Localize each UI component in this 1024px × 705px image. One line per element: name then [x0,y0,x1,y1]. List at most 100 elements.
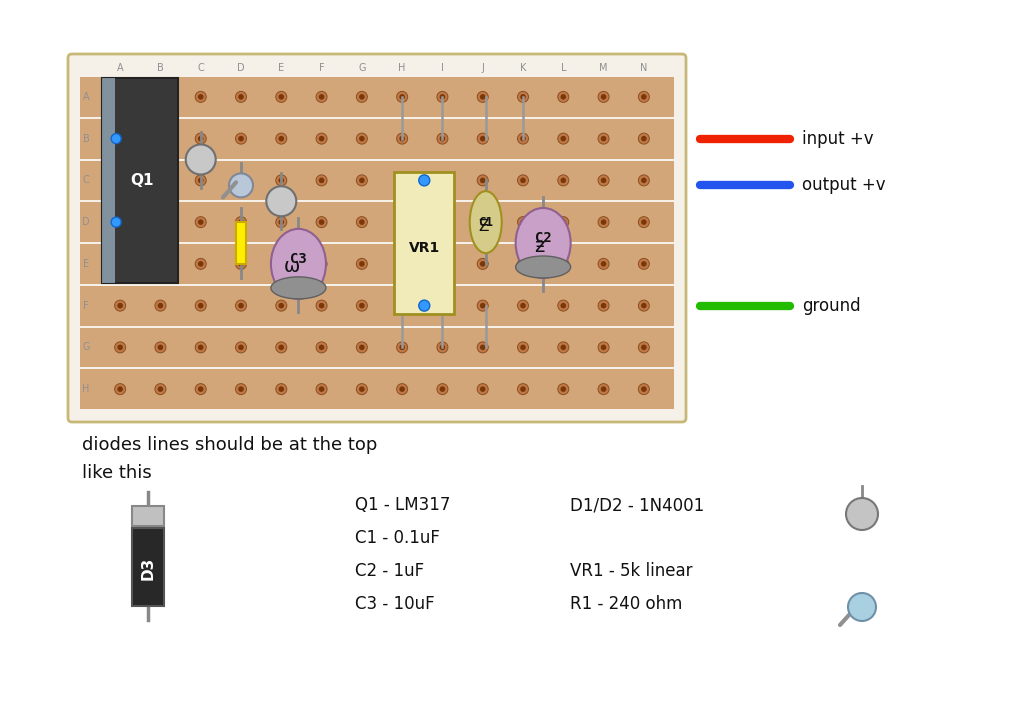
Circle shape [419,175,430,186]
Circle shape [155,342,166,353]
Circle shape [848,593,876,621]
Circle shape [601,303,606,308]
Bar [80,369,674,409]
Circle shape [641,219,647,225]
Circle shape [520,345,525,350]
Text: VR1 - 5k linear: VR1 - 5k linear [570,562,692,580]
Circle shape [517,300,528,311]
Circle shape [239,94,244,99]
Circle shape [158,386,163,392]
Circle shape [155,258,166,269]
Circle shape [275,258,287,269]
Circle shape [520,178,525,183]
Circle shape [439,345,445,350]
Circle shape [236,342,247,353]
Circle shape [641,386,647,392]
Circle shape [601,386,606,392]
Circle shape [399,178,404,183]
Circle shape [316,175,327,186]
Ellipse shape [271,229,326,299]
Circle shape [155,216,166,228]
Circle shape [359,219,365,225]
Text: L: L [560,63,566,73]
Text: H: H [82,384,90,394]
Circle shape [155,384,166,395]
Text: I: I [441,63,443,73]
Text: C2: C2 [535,231,552,245]
Text: output +v: output +v [802,176,886,195]
Circle shape [598,258,609,269]
Text: C3: C3 [290,252,307,266]
Circle shape [118,386,123,392]
Circle shape [439,219,445,225]
Circle shape [359,386,365,392]
Circle shape [155,300,166,311]
Circle shape [118,261,123,266]
Circle shape [480,261,485,266]
Circle shape [196,133,206,144]
Circle shape [480,345,485,350]
Circle shape [198,345,204,350]
Text: Q1: Q1 [130,173,154,188]
Circle shape [598,92,609,102]
Circle shape [399,345,404,350]
Circle shape [359,178,365,183]
Circle shape [198,261,204,266]
Circle shape [558,300,568,311]
Text: C2 - 1uF: C2 - 1uF [355,562,424,580]
Circle shape [356,300,368,311]
Text: C1 - 0.1uF: C1 - 0.1uF [355,529,440,547]
Circle shape [396,300,408,311]
Circle shape [359,261,365,266]
Circle shape [198,303,204,308]
Circle shape [437,384,447,395]
Circle shape [118,303,123,308]
Text: Ƶ: Ƶ [478,219,488,233]
Circle shape [236,133,247,144]
Circle shape [115,258,126,269]
Circle shape [155,175,166,186]
Circle shape [275,384,287,395]
Circle shape [638,300,649,311]
Circle shape [517,258,528,269]
Circle shape [598,384,609,395]
Circle shape [638,216,649,228]
Circle shape [638,258,649,269]
Text: ƶ: ƶ [534,238,545,257]
Circle shape [198,178,204,183]
Circle shape [477,216,488,228]
Circle shape [318,94,325,99]
Circle shape [477,258,488,269]
Circle shape [560,219,566,225]
Circle shape [196,258,206,269]
Circle shape [356,342,368,353]
Text: F: F [83,300,89,311]
Circle shape [316,384,327,395]
Circle shape [598,342,609,353]
Circle shape [356,175,368,186]
Circle shape [520,219,525,225]
Text: R1 - 240 ohm: R1 - 240 ohm [570,595,682,613]
Circle shape [396,258,408,269]
Circle shape [520,261,525,266]
Circle shape [275,175,287,186]
Circle shape [558,384,568,395]
Circle shape [279,178,284,183]
Text: D: D [82,217,90,227]
Circle shape [196,216,206,228]
Circle shape [517,175,528,186]
Circle shape [520,303,525,308]
Circle shape [158,219,163,225]
Circle shape [236,175,247,186]
Circle shape [239,303,244,308]
Text: C1: C1 [478,216,494,228]
Circle shape [236,384,247,395]
Bar [102,78,178,283]
Text: diodes lines should be at the top: diodes lines should be at the top [82,436,378,454]
Circle shape [439,136,445,142]
Circle shape [480,219,485,225]
Ellipse shape [516,256,570,278]
Circle shape [236,92,247,102]
Circle shape [396,92,408,102]
Circle shape [520,136,525,142]
